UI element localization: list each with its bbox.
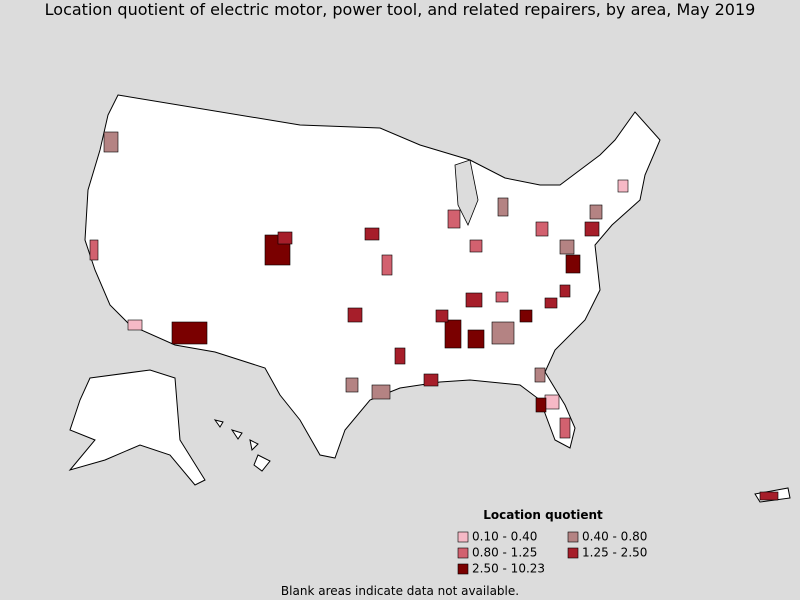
area xyxy=(559,284,571,298)
area xyxy=(435,309,449,323)
legend-title: Location quotient xyxy=(483,508,603,522)
area xyxy=(345,377,359,393)
legend-swatch xyxy=(457,547,469,559)
area xyxy=(371,384,391,400)
area xyxy=(423,373,439,387)
area xyxy=(347,307,363,323)
area xyxy=(544,297,558,309)
area xyxy=(277,231,293,245)
area xyxy=(171,321,208,345)
area xyxy=(447,209,461,229)
footnote: Blank areas indicate data not available. xyxy=(281,584,519,598)
area xyxy=(559,239,575,255)
area xyxy=(584,221,600,237)
area xyxy=(469,239,483,253)
lake-michigan xyxy=(454,159,479,226)
area xyxy=(364,227,380,241)
area xyxy=(491,321,515,345)
area xyxy=(559,417,571,439)
legend: 0.10 - 0.40 0.40 - 0.80 0.80 - 1.25 1.25 - … xyxy=(457,530,647,576)
map-title: Location quotient of electric motor, pow… xyxy=(45,0,756,19)
area xyxy=(495,291,509,303)
hawaii xyxy=(213,419,271,472)
area xyxy=(127,319,143,331)
legend-swatch xyxy=(567,547,579,559)
legend-label: 2.50 - 10.23 xyxy=(472,562,545,576)
area xyxy=(465,292,483,308)
area xyxy=(497,197,509,217)
contiguous-us xyxy=(84,94,661,459)
area xyxy=(565,254,581,274)
legend-swatch xyxy=(567,531,579,543)
area xyxy=(617,179,629,193)
area xyxy=(759,491,779,501)
legend-label: 0.40 - 0.80 xyxy=(582,530,647,544)
area xyxy=(444,319,462,349)
legend-swatch xyxy=(457,563,469,575)
alaska xyxy=(68,369,206,486)
area xyxy=(535,221,549,237)
area xyxy=(519,309,533,323)
area xyxy=(103,131,119,153)
area xyxy=(89,239,99,261)
area xyxy=(544,394,560,410)
shaded-areas xyxy=(89,131,779,501)
legend-label: 0.10 - 0.40 xyxy=(472,530,537,544)
area xyxy=(394,347,406,365)
map xyxy=(68,94,791,503)
area xyxy=(467,329,485,349)
area xyxy=(589,204,603,220)
legend-label: 0.80 - 1.25 xyxy=(472,546,537,560)
area xyxy=(534,367,546,383)
legend-label: 1.25 - 2.50 xyxy=(582,546,647,560)
legend-swatch xyxy=(457,531,469,543)
area xyxy=(381,254,393,276)
area xyxy=(535,397,547,413)
